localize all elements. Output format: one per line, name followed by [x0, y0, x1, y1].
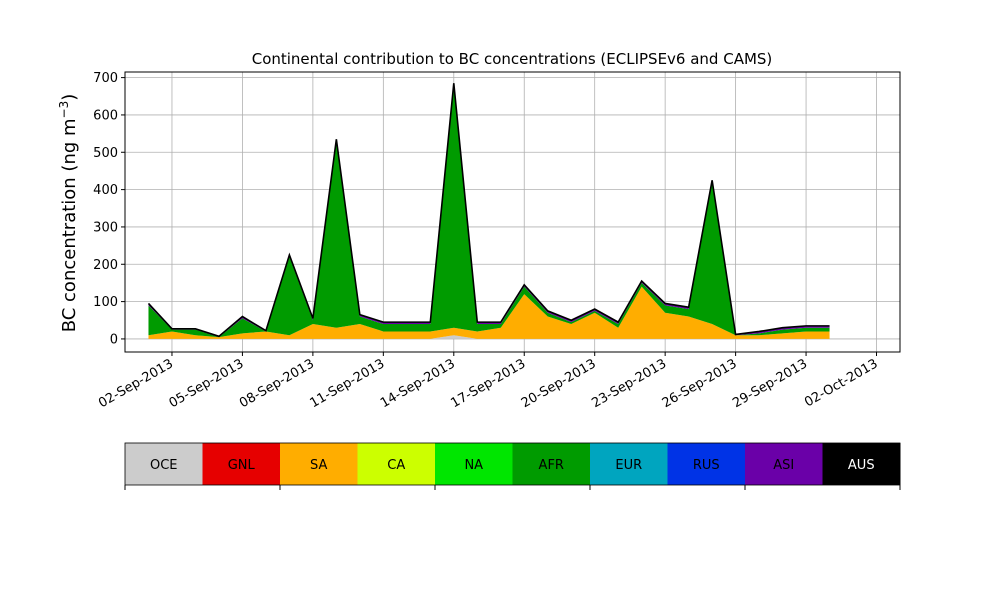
legend-frame: [124, 442, 901, 486]
y-tick-label-4: 400: [93, 183, 118, 198]
chart-title: Continental contribution to BC concentra…: [252, 50, 773, 68]
legend-swatch-aus: [822, 443, 901, 485]
x-tick-label-1: 05-Sep-2013: [167, 356, 247, 411]
y-tick-label-3: 300: [93, 220, 118, 235]
x-tick-label-5: 17-Sep-2013: [448, 356, 528, 411]
y-tick-label-1: 100: [93, 295, 118, 310]
x-tick-label-8: 26-Sep-2013: [660, 356, 740, 411]
legend-label-eur: EUR: [615, 458, 642, 473]
legend-label-gnl: GNL: [228, 458, 256, 473]
y-tick-label-7: 700: [93, 71, 118, 86]
x-tick-label-3: 11-Sep-2013: [308, 356, 388, 411]
legend-swatch-eur: [590, 443, 668, 485]
legend-swatch-ca: [357, 443, 436, 485]
x-tick-labels: 02-Sep-201305-Sep-201308-Sep-201311-Sep-…: [96, 356, 880, 411]
legend-label-rus: RUS: [693, 458, 720, 473]
x-tick-label-2: 08-Sep-2013: [237, 356, 317, 411]
y-axis-label-superscript: −3: [57, 101, 71, 119]
x-tick-label-4: 14-Sep-2013: [378, 356, 458, 411]
legend-swatch-asi: [745, 443, 823, 485]
y-tick-label-6: 600: [93, 108, 118, 123]
y-axis-label-close: ): [59, 94, 80, 101]
x-tick-label-6: 20-Sep-2013: [519, 356, 599, 411]
total-outline: [147, 83, 830, 338]
y-tick-label-0: 0: [110, 332, 118, 347]
legend-swatch-oce: [125, 443, 203, 485]
colorbar-legend: OCE GNL SA CA NA AFR EUR RUS ASI AUS: [124, 442, 901, 490]
legend-label-ca: CA: [387, 458, 405, 473]
legend-swatch-gnl: [202, 443, 281, 485]
y-tick-label-5: 500: [93, 146, 118, 161]
x-tick-label-10: 02-Oct-2013: [802, 356, 880, 410]
plot-frame: [124, 71, 901, 353]
area-sa: [148, 286, 830, 339]
svg-text:BC concentration (ng m−3): BC concentration (ng m−3): [57, 94, 80, 333]
x-tick-label-0: 02-Sep-2013: [96, 356, 176, 411]
axes: [121, 71, 901, 356]
legend-label-afr: AFR: [539, 458, 564, 473]
legend-label-na: NA: [464, 458, 483, 473]
legend-label-oce: OCE: [150, 458, 178, 473]
legend-swatch-rus: [667, 443, 746, 485]
x-tick-label-9: 29-Sep-2013: [730, 356, 810, 411]
legend-label-sa: SA: [310, 458, 327, 473]
y-tick-label-2: 200: [93, 258, 118, 273]
legend-label-aus: AUS: [848, 458, 875, 473]
area-afr: [148, 85, 830, 338]
legend-swatch-na: [435, 443, 513, 485]
y-tick-labels: 0 100 200 300 400 500 600 700: [93, 71, 118, 347]
stacked-areas: [147, 83, 830, 339]
legend-label-asi: ASI: [773, 458, 794, 473]
legend-swatch-sa: [280, 443, 358, 485]
x-tick-label-7: 23-Sep-2013: [589, 356, 669, 411]
y-axis-label: BC concentration (ng m−3): [57, 94, 80, 333]
y-axis-label-text: BC concentration (ng m: [59, 118, 80, 332]
legend-swatch-afr: [512, 443, 591, 485]
